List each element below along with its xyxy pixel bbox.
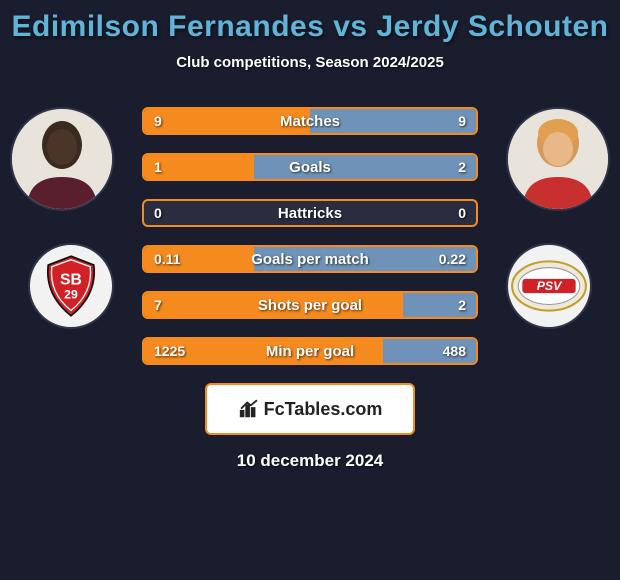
stat-value-right: 488 (443, 343, 466, 359)
player-right-avatar (506, 107, 610, 211)
stat-value-left: 9 (154, 113, 162, 129)
stat-value-right: 0.22 (439, 251, 466, 267)
stat-label: Min per goal (266, 343, 354, 360)
club-right-badge: PSV (506, 243, 592, 329)
stat-row: 0 Hattricks 0 (142, 199, 478, 227)
svg-text:29: 29 (64, 287, 78, 301)
club-left-badge: SB 29 (28, 243, 114, 329)
stat-value-left: 0 (154, 205, 162, 221)
stat-value-right: 9 (458, 113, 466, 129)
stat-row: 1 Goals 2 (142, 153, 478, 181)
comparison-zone: SB 29 PSV 9 Matches 9 1 Goals 2 0 Hattricks 0 0.1… (8, 99, 612, 365)
stat-label: Shots per goal (258, 297, 362, 314)
brand-box[interactable]: FcTables.com (205, 383, 415, 435)
svg-text:SB: SB (60, 271, 82, 288)
player-left-avatar (10, 107, 114, 211)
stat-row: 0.11 Goals per match 0.22 (142, 245, 478, 273)
brand-label: FcTables.com (264, 399, 383, 420)
stat-label: Matches (280, 113, 340, 130)
vs-text: vs (333, 10, 376, 43)
stat-value-left: 7 (154, 297, 162, 313)
stat-row: 7 Shots per goal 2 (142, 291, 478, 319)
stat-value-right: 2 (458, 159, 466, 175)
stat-value-right: 2 (458, 297, 466, 313)
stat-row: 1225 Min per goal 488 (142, 337, 478, 365)
avatar-placeholder-icon (508, 109, 608, 209)
date-text: 10 december 2024 (8, 451, 612, 471)
stat-value-left: 0.11 (154, 251, 180, 267)
stat-label: Goals (289, 159, 331, 176)
chart-icon (238, 398, 260, 420)
stat-value-right: 0 (458, 205, 466, 221)
club-badge-icon: SB 29 (36, 251, 106, 321)
stat-value-left: 1225 (154, 343, 185, 359)
stat-label: Hattricks (278, 205, 342, 222)
player-left-name: Edimilson Fernandes (11, 10, 324, 43)
page-title: Edimilson Fernandes vs Jerdy Schouten (8, 10, 612, 44)
subtitle: Club competitions, Season 2024/2025 (8, 54, 612, 71)
stat-label: Goals per match (251, 251, 369, 268)
stat-bar-right (254, 155, 476, 179)
svg-text:PSV: PSV (537, 279, 563, 293)
player-right-name: Jerdy Schouten (376, 10, 608, 43)
stat-row: 9 Matches 9 (142, 107, 478, 135)
stats-list: 9 Matches 9 1 Goals 2 0 Hattricks 0 0.11 Goals per… (142, 99, 478, 365)
avatar-placeholder-icon (12, 109, 112, 209)
club-badge-icon: PSV (508, 245, 590, 327)
stat-value-left: 1 (154, 159, 162, 175)
